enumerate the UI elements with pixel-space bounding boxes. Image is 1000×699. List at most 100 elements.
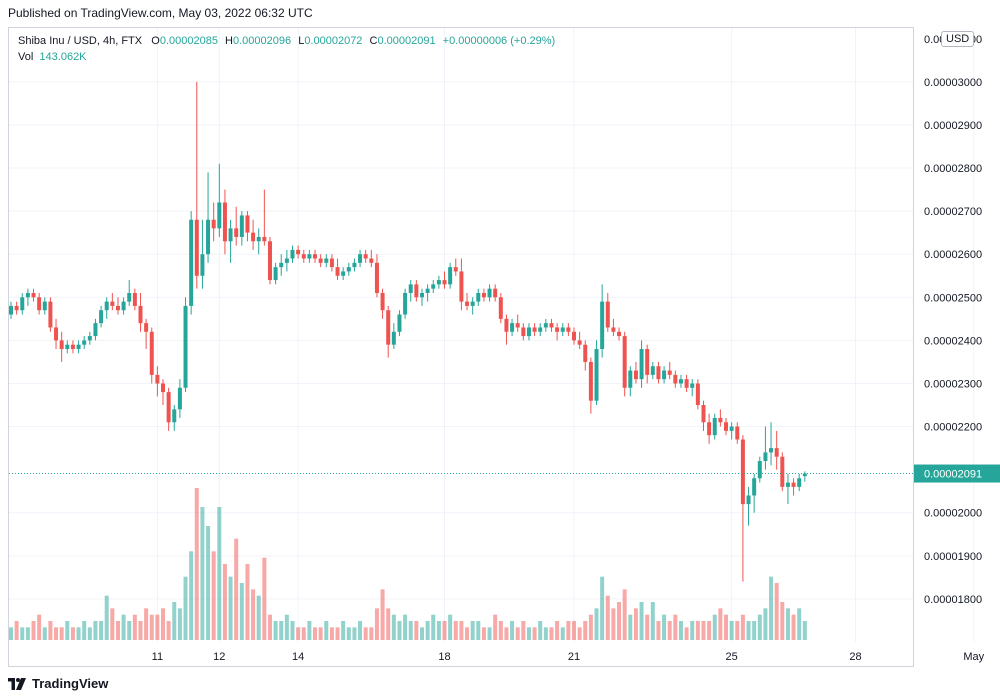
- candle-body: [791, 482, 796, 487]
- volume-bar: [701, 621, 706, 640]
- volume-bar: [757, 614, 762, 640]
- candle-body: [650, 366, 655, 375]
- volume-bar: [155, 614, 160, 640]
- candle-body: [189, 219, 194, 306]
- volume-bar: [177, 608, 182, 640]
- volume-bar: [425, 621, 430, 640]
- candle-body: [194, 219, 199, 276]
- volume-bar: [296, 627, 301, 640]
- candle-body: [560, 327, 565, 332]
- x-tick-label: 14: [292, 651, 304, 663]
- volume-bar: [797, 608, 802, 640]
- candle-body: [572, 331, 576, 341]
- y-tick-label: 0.00002700: [924, 206, 982, 218]
- volume-bar: [408, 621, 413, 640]
- tradingview-branding[interactable]: TradingView: [8, 676, 108, 691]
- candle-body: [403, 292, 408, 315]
- candle-body: [431, 284, 436, 289]
- volume-bar: [65, 621, 70, 640]
- candle-body: [329, 258, 334, 268]
- volume-bar: [403, 614, 408, 640]
- candle-body: [273, 267, 278, 281]
- candle-body: [510, 323, 515, 332]
- x-tick-label: 25: [726, 651, 738, 663]
- candle-body: [279, 262, 284, 268]
- volume-bar: [110, 608, 115, 640]
- candle-body: [543, 323, 548, 328]
- candle-body: [37, 297, 42, 311]
- candle-body: [138, 305, 143, 324]
- volume-bar: [470, 621, 475, 640]
- volume-bar: [656, 621, 661, 640]
- candle-body: [380, 292, 385, 311]
- volume-bar: [14, 621, 19, 640]
- volume-bar: [436, 621, 441, 640]
- y-tick-label: 0.00002900: [924, 120, 982, 132]
- candle-body: [110, 301, 115, 306]
- volume-bar: [48, 621, 53, 640]
- volume-bar: [397, 621, 402, 640]
- volume-bar: [465, 627, 470, 640]
- candle-body: [161, 383, 166, 393]
- volume-bar: [650, 602, 655, 640]
- candle-body: [346, 267, 351, 272]
- volume-bar: [414, 621, 419, 640]
- volume-bar: [510, 621, 515, 640]
- candle-body: [662, 370, 667, 380]
- volume-bar: [600, 576, 605, 640]
- candle-body: [763, 452, 768, 462]
- candle-body: [307, 254, 312, 259]
- candle-body: [318, 258, 323, 263]
- currency-badge[interactable]: USD: [941, 31, 975, 47]
- volume-bar: [740, 614, 745, 640]
- candle-body: [155, 374, 160, 384]
- grid-lines: [9, 28, 975, 642]
- y-tick-label: 0.00001900: [924, 551, 982, 563]
- candle-body: [183, 305, 188, 388]
- volume-bar: [87, 627, 92, 640]
- candle-body: [121, 301, 126, 311]
- candle-body: [594, 349, 599, 401]
- candle-body: [785, 482, 790, 487]
- volume-bar: [380, 589, 385, 640]
- candle-body: [397, 314, 402, 332]
- candle-body: [419, 292, 424, 298]
- legend-open-label: O: [151, 35, 160, 47]
- candles: [9, 81, 807, 582]
- volume-bar: [9, 627, 13, 640]
- volume-bar: [391, 614, 396, 640]
- chart-area[interactable]: [8, 27, 914, 667]
- candle-body: [628, 370, 633, 388]
- x-tick-label: 11: [152, 651, 163, 663]
- volume-bar: [566, 621, 571, 640]
- candle-body: [532, 327, 537, 332]
- candle-body: [228, 228, 233, 242]
- volume-bar: [200, 507, 205, 640]
- legend-close-value: 0.00002091: [377, 35, 436, 47]
- candle-body: [436, 280, 441, 285]
- candle-body: [633, 370, 638, 380]
- candle-body: [166, 392, 171, 423]
- candle-body: [740, 439, 745, 505]
- volume-bar: [583, 621, 588, 640]
- legend-volume-row: Vol 143.062K: [18, 49, 555, 65]
- candle-body: [374, 262, 379, 293]
- legend-high-value: 0.00002096: [233, 35, 292, 47]
- candle-body: [20, 297, 25, 311]
- candle-body: [222, 202, 227, 242]
- tradingview-logo-icon: [8, 677, 26, 690]
- candle-body: [93, 323, 98, 337]
- candle-body: [267, 241, 272, 281]
- candle-body: [14, 305, 19, 311]
- legend-volume-value: 143.062K: [39, 51, 87, 63]
- volume-bar: [459, 621, 464, 640]
- x-tick-label: 21: [568, 651, 580, 663]
- volume-bar: [543, 627, 548, 640]
- candle-body: [206, 219, 211, 255]
- volume-bar: [577, 627, 582, 640]
- candle-body: [470, 301, 475, 306]
- volume-bar: [476, 621, 481, 640]
- candle-body: [149, 331, 154, 375]
- candle-body: [724, 422, 729, 431]
